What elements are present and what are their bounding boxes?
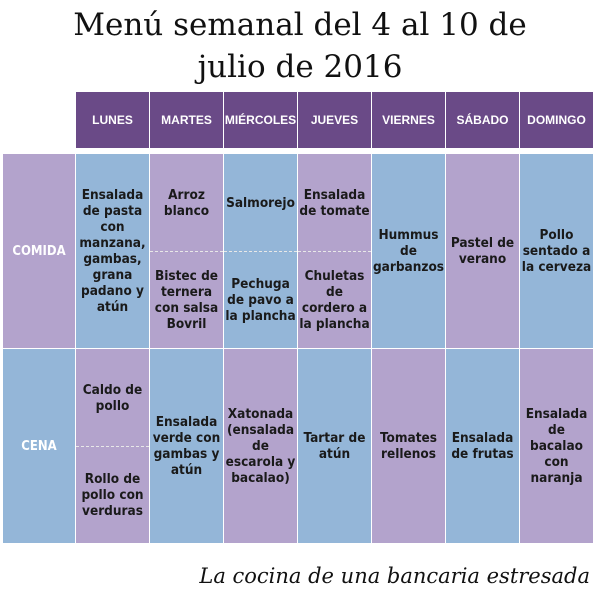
comida-jueves: Ensalada de tomate Chuletas de cordero a… [297,153,372,349]
row-label-comida: COMIDA [2,153,76,349]
day-header-lunes: LUNES [75,91,150,149]
cena-viernes: Tomates rellenos [371,348,446,544]
comida-jueves-second: Chuletas de cordero a la plancha [299,267,370,332]
comida-martes: Arroz blanco Bistec de ternera con salsa… [149,153,224,349]
day-header-miercoles: MIÉRCOLES [223,91,298,149]
cena-sabado: Ensalada de frutas [445,348,520,544]
comida-miercoles: Salmorejo Pechuga de pavo a la plancha [223,153,298,349]
day-header-jueves: JUEVES [297,91,372,149]
day-header-viernes: VIERNES [371,91,446,149]
page-title: Menú semanal del 4 al 10 de julio de 201… [20,4,580,88]
cena-jueves: Tartar de atún [297,348,372,544]
cena-martes: Ensalada verde con gambas y atún [149,348,224,544]
cena-lunes-first: Caldo de pollo [76,350,149,447]
comida-martes-first: Arroz blanco [150,155,223,252]
weekly-menu-table: LUNES MARTES MIÉRCOLES JUEVES VIERNES SÁ… [2,91,594,544]
title-line-2: julio de 2016 [197,49,403,85]
cena-domingo: Ensalada de bacalao con naranja [519,348,594,544]
day-header-martes: MARTES [149,91,224,149]
cena-lunes-second: Rollo de pollo con verduras [81,470,144,519]
comida-martes-second: Bistec de ternera con salsa Bovril [154,267,219,332]
title-line-1: Menú semanal del 4 al 10 de [73,7,527,43]
comida-jueves-first: Ensalada de tomate [298,155,371,252]
comida-viernes: Hummus de garbanzos [371,153,446,349]
blog-signature: La cocina de una bancaria estresada [199,564,590,588]
comida-miercoles-first: Salmorejo [224,155,297,252]
row-label-cena: CENA [2,348,76,544]
cena-lunes: Caldo de pollo Rollo de pollo con verdur… [75,348,150,544]
comida-lunes: Ensalada de pasta con manzana, gambas, g… [75,153,150,349]
comida-row: COMIDA Ensalada de pasta con manzana, ga… [2,153,594,349]
header-row: LUNES MARTES MIÉRCOLES JUEVES VIERNES SÁ… [2,91,594,149]
cena-miercoles: Xatonada (ensalada de escarola y bacalao… [223,348,298,544]
day-header-sabado: SÁBADO [445,91,520,149]
day-header-domingo: DOMINGO [519,91,594,149]
corner-cell [2,91,76,149]
comida-miercoles-second: Pechuga de pavo a la plancha [225,275,296,324]
comida-sabado: Pastel de verano [445,153,520,349]
comida-domingo: Pollo sentado a la cerveza [519,153,594,349]
cena-row: CENA Caldo de pollo Rollo de pollo con v… [2,348,594,544]
